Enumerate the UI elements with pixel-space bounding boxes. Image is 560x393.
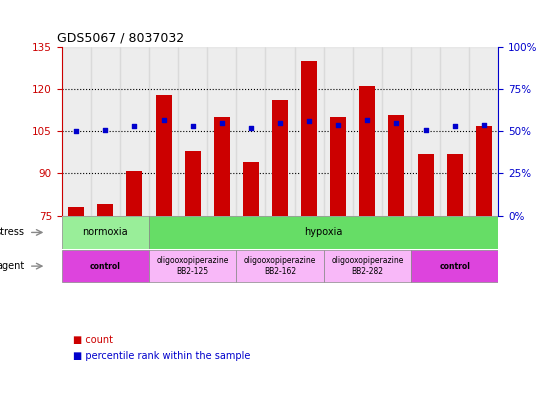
Text: control: control: [439, 262, 470, 271]
Bar: [469, 47, 498, 216]
Bar: [214, 118, 230, 216]
Point: [101, 127, 110, 133]
Bar: [243, 162, 259, 216]
Bar: [411, 250, 498, 282]
Point: [421, 127, 430, 133]
Text: control: control: [90, 262, 121, 271]
Point: [450, 123, 459, 129]
Bar: [301, 61, 317, 216]
Bar: [418, 154, 433, 216]
Point: [246, 125, 255, 131]
Text: hypoxia: hypoxia: [305, 228, 343, 237]
Bar: [156, 95, 171, 216]
Text: oligooxopiperazine
BB2-282: oligooxopiperazine BB2-282: [331, 256, 404, 276]
Bar: [97, 204, 113, 216]
Point: [305, 118, 314, 125]
Text: oligooxopiperazine
BB2-125: oligooxopiperazine BB2-125: [156, 256, 229, 276]
Point: [217, 120, 226, 126]
Point: [479, 121, 488, 128]
Point: [72, 128, 81, 134]
Point: [130, 123, 139, 129]
Text: normoxia: normoxia: [82, 228, 128, 237]
Bar: [68, 207, 84, 216]
Bar: [265, 47, 295, 216]
Point: [276, 120, 284, 126]
Bar: [207, 47, 236, 216]
Bar: [236, 47, 265, 216]
Bar: [411, 47, 440, 216]
Bar: [62, 47, 91, 216]
Bar: [440, 47, 469, 216]
Text: agent: agent: [0, 261, 25, 271]
Bar: [149, 250, 236, 282]
Text: stress: stress: [0, 228, 25, 237]
Bar: [272, 101, 288, 216]
Text: ■ count: ■ count: [73, 335, 113, 345]
Point: [392, 120, 401, 126]
Bar: [382, 47, 411, 216]
Bar: [360, 86, 375, 216]
Bar: [389, 114, 404, 216]
Bar: [330, 118, 346, 216]
Bar: [447, 154, 463, 216]
Bar: [295, 47, 324, 216]
Bar: [120, 47, 149, 216]
Bar: [324, 47, 353, 216]
Text: oligooxopiperazine
BB2-162: oligooxopiperazine BB2-162: [244, 256, 316, 276]
Bar: [324, 250, 411, 282]
Bar: [62, 216, 149, 249]
Point: [363, 116, 372, 123]
Bar: [236, 250, 324, 282]
Bar: [149, 47, 178, 216]
Bar: [476, 126, 492, 216]
Point: [159, 116, 168, 123]
Bar: [91, 47, 120, 216]
Bar: [353, 47, 382, 216]
Text: ■ percentile rank within the sample: ■ percentile rank within the sample: [73, 351, 250, 361]
Bar: [149, 216, 498, 249]
Point: [334, 121, 343, 128]
Bar: [178, 47, 207, 216]
Bar: [62, 250, 149, 282]
Text: GDS5067 / 8037032: GDS5067 / 8037032: [57, 31, 184, 44]
Bar: [127, 171, 142, 216]
Point: [188, 123, 197, 129]
Bar: [185, 151, 200, 216]
